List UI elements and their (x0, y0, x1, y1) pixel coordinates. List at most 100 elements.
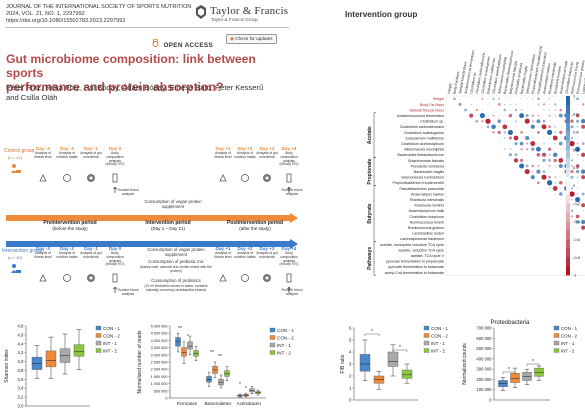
heatmap-cell (537, 103, 540, 106)
heatmap-cell (559, 192, 563, 196)
heatmap-cell (549, 120, 551, 122)
heatmap-cell (549, 103, 551, 105)
x-category-label: Actinobacter (237, 401, 262, 406)
check-updates-button[interactable]: ◉ Check for updates (226, 34, 277, 44)
heatmap-row-label: Lactobacillus reuteri (412, 232, 444, 236)
y-tick-label: 100 000 (476, 387, 492, 392)
colorbar-step (566, 230, 570, 240)
int-post-task-2: Analysis of gut microbiota (256, 251, 278, 259)
colorbar-tick: -0.8 (573, 255, 581, 260)
y-tick-label: 5 (349, 338, 352, 343)
heatmap-cell (509, 148, 512, 151)
heatmap-col-label: Butyricimonas faecalis (508, 60, 518, 94)
heatmap-cell (554, 98, 556, 100)
heatmap-cell (515, 98, 517, 100)
heatmap-cell (532, 103, 534, 105)
heatmap-cell (498, 137, 500, 139)
heatmap-cell (571, 165, 573, 167)
heatmap-row-label: Selenomonas ruminantium (401, 176, 444, 180)
heatmap-row-label: Ruminococcus gnavus (408, 226, 444, 230)
legend-label: CON - 1 (277, 328, 294, 333)
heatmap-cell (526, 109, 528, 111)
heatmap-cell (475, 119, 479, 123)
heatmap-cell (537, 159, 539, 161)
heatmap-col-label: Bacteroides fragilis (520, 65, 529, 94)
intervention-person-icon (10, 262, 22, 280)
heatmap-col-label: Selenomonas ruminantium (525, 54, 536, 95)
shannon-box-3 (73, 344, 85, 357)
heatmap-cell (554, 114, 556, 117)
control-timeline-arrow (6, 210, 298, 228)
heatmap-cell (576, 119, 580, 123)
heatmap-row-label: Akkermansia muciniphila (404, 148, 444, 152)
legend-label: INT - 1 (431, 341, 445, 346)
heatmap-cell (536, 169, 541, 174)
heatmap-cell (543, 98, 545, 100)
y-tick-label: 6 (349, 326, 352, 331)
heatmap-cell (558, 141, 563, 146)
heatmap-cell (560, 98, 562, 100)
doi-link[interactable]: https://doi.org/10.1080/15502783.2023.22… (6, 18, 126, 24)
heatmap-cell (542, 170, 546, 173)
ctrl-post-task-icon-1 (240, 170, 250, 182)
heatmap-cell (570, 215, 574, 218)
int-post-day-3: Day +4 (281, 246, 297, 251)
y-tick-label: 200 000 (476, 377, 492, 382)
colorbar-tick: 0.8 (573, 111, 579, 116)
heatmap-cell (530, 141, 536, 147)
heatmap-cell (576, 137, 579, 139)
heatmap-cell (526, 98, 528, 100)
intervention-post-days: Day +1 Analysis of fitness level Day +2 Ana… (212, 246, 298, 293)
heatmap-cell (479, 113, 485, 119)
heatmap-cell (575, 220, 580, 224)
heatmap-cell (509, 109, 511, 111)
heatmap-cell (543, 148, 545, 150)
significance-mark: * (239, 382, 241, 388)
legend-swatch (95, 340, 102, 346)
reads-box-0-1 (181, 347, 187, 357)
reads-box-0-2 (187, 341, 193, 350)
heatmap-cell (519, 141, 524, 146)
heatmap-cell (576, 131, 579, 134)
int-pre-task-icon-0 (38, 270, 48, 282)
heatmap-row-label: Roseburia hominis (414, 204, 444, 208)
heatmap-cell (524, 169, 530, 175)
heatmap-cell (502, 124, 508, 130)
heatmap-cell (520, 158, 524, 162)
heatmap-cell (481, 97, 484, 100)
heatmap-cell (554, 171, 556, 173)
colorbar-step (566, 131, 570, 142)
heatmap-cell (497, 130, 501, 135)
heatmap-cell (542, 119, 546, 123)
int-consumption2-text: Consumption of prebiotic mix (148, 259, 204, 264)
heatmap-cell (559, 181, 563, 185)
heatmap-col-label: Clostridium sp. (469, 71, 477, 94)
ctrl-pre-routine-arrow (113, 180, 117, 193)
control-pre-days: Day -3 Analysis of fitness level Day -2 Ana… (32, 146, 132, 193)
int-post-task-icon-1 (240, 270, 250, 282)
int-pre-task-3: Body composition analysis (InBody 970) (105, 251, 125, 267)
heatmap-col-label: Clostridium scatologenes (480, 56, 491, 94)
heatmap-cell (508, 136, 512, 140)
heatmap-cell (532, 137, 534, 139)
heatmap-cell (492, 97, 495, 101)
heatmap-row-label: Anaerostipes hadrus (411, 192, 444, 196)
heatmap-cell (560, 154, 562, 156)
colorbar-step (566, 167, 570, 177)
heatmap-cell (526, 142, 529, 145)
colorbar-step (566, 122, 570, 133)
heatmap-cell (537, 126, 539, 128)
y-axis-label: F/B ratio (340, 354, 346, 373)
heatmap-cell (569, 191, 575, 197)
colorbar-step (566, 176, 570, 186)
heatmap-row-label: Butyricimonas faecalis (408, 159, 444, 163)
heatmap-cell (509, 126, 511, 128)
heatmap-cell (571, 154, 573, 156)
legend-swatch (95, 325, 102, 331)
ctrl-post-routine-arrow (287, 180, 291, 193)
heatmap-cell (514, 142, 518, 146)
int-pre-task-icon-2 (86, 270, 96, 282)
y-tick-label: 3,2 (17, 395, 24, 400)
heatmap-cell (537, 164, 540, 168)
heatmap-cell (503, 131, 506, 134)
